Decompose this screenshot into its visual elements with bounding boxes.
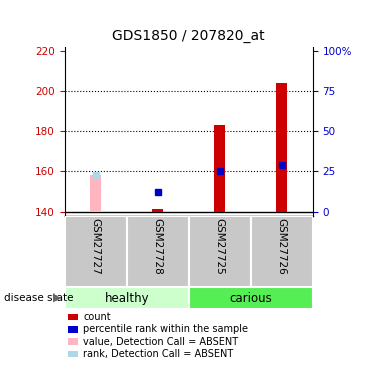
Text: GSM27726: GSM27726 xyxy=(277,219,287,275)
Text: GSM27727: GSM27727 xyxy=(91,219,101,275)
Bar xyxy=(127,216,189,287)
Title: GDS1850 / 207820_at: GDS1850 / 207820_at xyxy=(112,29,265,43)
Text: rank, Detection Call = ABSENT: rank, Detection Call = ABSENT xyxy=(83,349,233,359)
Bar xyxy=(65,216,127,287)
Bar xyxy=(276,83,287,212)
Text: value, Detection Call = ABSENT: value, Detection Call = ABSENT xyxy=(83,337,238,346)
Bar xyxy=(214,125,225,212)
Text: carious: carious xyxy=(229,292,272,304)
Text: count: count xyxy=(83,312,111,322)
Text: GSM27728: GSM27728 xyxy=(153,219,163,275)
Text: healthy: healthy xyxy=(104,292,149,304)
Bar xyxy=(251,216,313,287)
Bar xyxy=(152,209,163,212)
Bar xyxy=(90,176,101,211)
Text: ▶: ▶ xyxy=(53,293,61,303)
Bar xyxy=(65,287,189,309)
Text: disease state: disease state xyxy=(4,293,73,303)
Text: percentile rank within the sample: percentile rank within the sample xyxy=(83,324,248,334)
Text: GSM27725: GSM27725 xyxy=(215,219,225,275)
Bar xyxy=(189,287,313,309)
Bar xyxy=(189,216,251,287)
